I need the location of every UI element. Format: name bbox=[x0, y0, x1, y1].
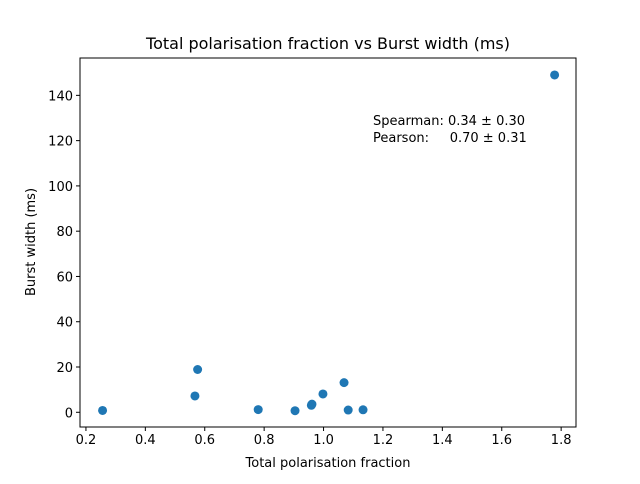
spearman-annotation: Spearman: 0.34 ± 0.30 bbox=[373, 114, 525, 129]
data-point bbox=[318, 389, 328, 399]
data-point bbox=[307, 399, 317, 409]
x-tick-label: 0.6 bbox=[194, 433, 215, 448]
x-tick-label: 1.6 bbox=[491, 433, 512, 448]
data-point bbox=[358, 405, 368, 415]
y-tick-label: 120 bbox=[48, 135, 73, 150]
x-tick-label: 0.2 bbox=[76, 433, 97, 448]
y-tick-label: 80 bbox=[56, 225, 73, 240]
y-tick-label: 40 bbox=[56, 316, 73, 331]
y-tick-label: 20 bbox=[56, 361, 73, 376]
y-axis-ticks: 0 20 40 60 80 100 120 140 bbox=[48, 89, 80, 421]
data-point bbox=[343, 405, 353, 415]
chart-title: Total polarisation fraction vs Burst wid… bbox=[145, 34, 510, 53]
data-point bbox=[253, 405, 263, 415]
x-tick-label: 1.4 bbox=[432, 433, 453, 448]
data-point bbox=[339, 378, 349, 388]
x-tick-label: 1.2 bbox=[373, 433, 394, 448]
x-tick-label: 1.0 bbox=[313, 433, 334, 448]
x-axis-label: Total polarisation fraction bbox=[245, 456, 411, 471]
data-points bbox=[98, 70, 560, 416]
plot-frame bbox=[79, 57, 577, 428]
y-tick-label: 100 bbox=[48, 180, 73, 195]
data-point bbox=[550, 70, 560, 80]
y-axis-label: Burst width (ms) bbox=[24, 188, 39, 296]
y-tick-label: 60 bbox=[56, 270, 73, 285]
pearson-annotation: Pearson: 0.70 ± 0.31 bbox=[373, 131, 527, 146]
x-tick-label: 0.8 bbox=[254, 433, 275, 448]
y-tick-label: 0 bbox=[65, 406, 73, 421]
data-point bbox=[98, 405, 108, 415]
x-tick-label: 0.4 bbox=[135, 433, 156, 448]
data-point bbox=[190, 391, 200, 401]
x-tick-label: 1.8 bbox=[551, 433, 572, 448]
y-tick-label: 140 bbox=[48, 89, 73, 104]
data-point bbox=[290, 406, 300, 416]
data-point bbox=[193, 364, 203, 374]
x-axis-ticks: 0.2 0.4 0.6 0.8 1.0 1.2 1.4 1.6 1.8 bbox=[76, 427, 572, 448]
